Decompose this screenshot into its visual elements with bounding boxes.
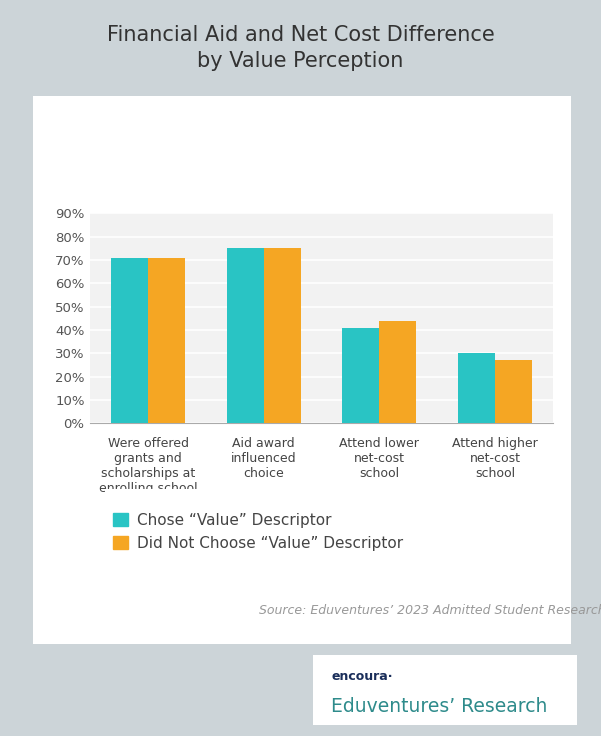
Bar bbox=[227, 249, 264, 423]
Bar bbox=[264, 249, 300, 423]
Bar bbox=[379, 321, 416, 423]
Legend: Chose “Value” Descriptor, Did Not Choose “Value” Descriptor: Chose “Value” Descriptor, Did Not Choose… bbox=[113, 512, 403, 551]
Bar bbox=[495, 361, 532, 423]
Bar bbox=[148, 258, 185, 423]
Text: Source: Eduventures’ 2023 Admitted Student Research: Source: Eduventures’ 2023 Admitted Stude… bbox=[260, 604, 601, 618]
Text: encoura·: encoura· bbox=[331, 670, 392, 684]
Bar bbox=[111, 258, 148, 423]
Bar bbox=[458, 353, 495, 423]
Bar bbox=[343, 328, 379, 423]
Text: Eduventures’ Research: Eduventures’ Research bbox=[331, 697, 548, 716]
Text: Financial Aid and Net Cost Difference
by Value Perception: Financial Aid and Net Cost Difference by… bbox=[106, 24, 495, 71]
